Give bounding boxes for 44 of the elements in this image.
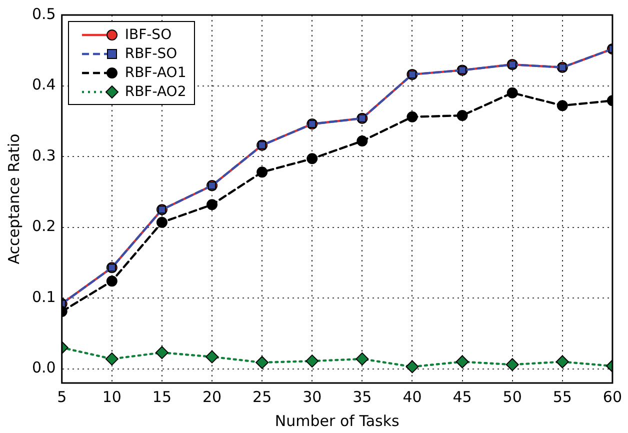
y-tick-label: 0.1: [32, 288, 56, 306]
y-tick-label: 0.5: [32, 4, 56, 23]
point: [306, 354, 319, 368]
point: [156, 216, 168, 228]
x-tick-label: 50: [502, 388, 522, 406]
point: [556, 355, 569, 368]
point: [456, 355, 469, 368]
point: [256, 166, 268, 178]
x-tick-label: 10: [102, 388, 122, 406]
x-tick-label: 60: [602, 388, 622, 406]
legend-label: RBF-AO1: [124, 64, 186, 80]
x-tick-label: 15: [152, 388, 172, 406]
point: [155, 346, 168, 360]
x-tick-label: 30: [302, 388, 322, 406]
x-tick-label: 20: [202, 388, 222, 406]
point: [356, 352, 369, 366]
x-tick-label: 5: [57, 388, 67, 406]
point: [506, 358, 519, 372]
legend-label: RBF-SO: [124, 46, 178, 62]
y-tick-label: 0.4: [32, 76, 56, 94]
point: [356, 135, 368, 146]
x-tick-label: 25: [252, 388, 272, 406]
legend-label: IBF-SO: [124, 26, 172, 42]
x-tick-label: 55: [552, 388, 572, 406]
x-tick-label: 40: [402, 388, 422, 406]
y-tick-label: 0.0: [32, 358, 56, 377]
point: [105, 352, 118, 366]
y-tick-label: 0.2: [32, 217, 56, 236]
point: [406, 360, 419, 374]
y-axis-title: Acceptance Ratio: [4, 134, 23, 264]
point: [556, 100, 568, 112]
point: [256, 356, 269, 369]
point: [456, 110, 468, 121]
point: [506, 87, 518, 98]
y-tick-label: 0.3: [32, 146, 56, 164]
legend-label: RBF-AO2: [124, 84, 186, 100]
point: [306, 153, 318, 164]
point: [106, 276, 118, 287]
x-tick-label: 45: [452, 388, 472, 406]
point: [406, 111, 418, 122]
x-axis-title: Number of Tasks: [274, 412, 400, 430]
point: [206, 199, 218, 210]
x-tick-label: 35: [352, 388, 372, 406]
point: [206, 350, 219, 364]
